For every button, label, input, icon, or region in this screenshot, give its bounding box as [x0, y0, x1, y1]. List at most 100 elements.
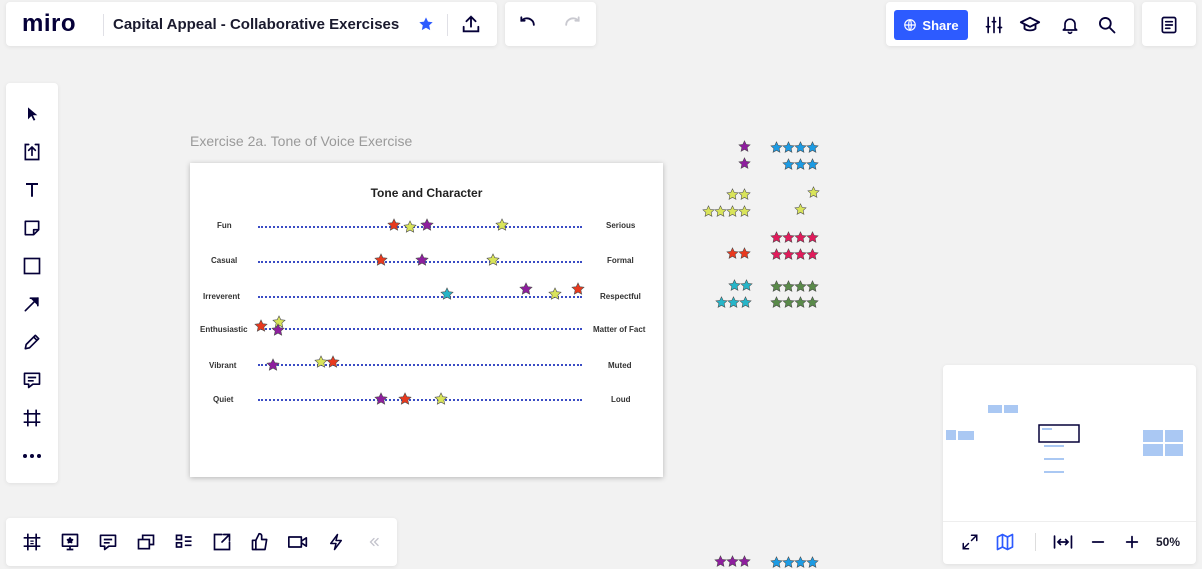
- star-sticker-icon[interactable]: [271, 323, 285, 337]
- more-icon[interactable]: [19, 443, 45, 469]
- star-sticker-icon[interactable]: [374, 392, 388, 406]
- star-sticker-icon[interactable]: [714, 295, 728, 309]
- fit-to-screen-icon[interactable]: [1051, 530, 1075, 554]
- miro-logo[interactable]: miro: [22, 10, 77, 37]
- pen-icon[interactable]: [19, 329, 45, 355]
- star-sticker-icon[interactable]: [737, 246, 751, 260]
- star-sticker-icon[interactable]: [726, 295, 740, 309]
- star-sticker-icon[interactable]: [420, 218, 434, 232]
- star-sticker-icon[interactable]: [725, 554, 739, 568]
- sticky-note-icon[interactable]: [19, 215, 45, 241]
- board-title[interactable]: Capital Appeal - Collaborative Exercises: [113, 16, 400, 33]
- star-sticker-icon[interactable]: [805, 247, 819, 261]
- star-sticker-icon[interactable]: [805, 140, 819, 154]
- star-sticker-icon[interactable]: [805, 157, 819, 171]
- screen-share-icon[interactable]: [209, 529, 235, 555]
- collapse-icon[interactable]: [361, 529, 387, 555]
- star-sticker-icon[interactable]: [805, 555, 819, 569]
- settings-sliders-icon[interactable]: [981, 12, 1007, 38]
- star-sticker-icon[interactable]: [713, 204, 727, 218]
- arrow-icon[interactable]: [19, 291, 45, 317]
- star-sticker-icon[interactable]: [793, 555, 807, 569]
- star-sticker-icon[interactable]: [781, 279, 795, 293]
- star-sticker-icon[interactable]: [415, 253, 429, 267]
- star-sticker-icon[interactable]: [781, 555, 795, 569]
- voting-icon[interactable]: [247, 529, 273, 555]
- redo-icon[interactable]: [559, 11, 585, 37]
- star-sticker-icon[interactable]: [398, 392, 412, 406]
- star-sticker-icon[interactable]: [769, 295, 783, 309]
- share-button[interactable]: Share: [894, 10, 968, 40]
- select-icon[interactable]: [19, 101, 45, 127]
- star-sticker-icon[interactable]: [272, 315, 286, 329]
- star-sticker-icon[interactable]: [781, 157, 795, 171]
- star-sticker-icon[interactable]: [781, 247, 795, 261]
- star-sticker-icon[interactable]: [725, 187, 739, 201]
- star-sticker-icon[interactable]: [769, 230, 783, 244]
- star-sticker-icon[interactable]: [805, 230, 819, 244]
- minimap-board[interactable]: [943, 365, 1196, 515]
- star-sticker-icon[interactable]: [793, 247, 807, 261]
- star-sticker-icon[interactable]: [737, 187, 751, 201]
- comments-icon[interactable]: [95, 529, 121, 555]
- star-sticker-icon[interactable]: [805, 279, 819, 293]
- presentation-icon[interactable]: [57, 529, 83, 555]
- kanban-icon[interactable]: [171, 529, 197, 555]
- fullscreen-icon[interactable]: [958, 530, 982, 554]
- search-icon[interactable]: [1094, 12, 1120, 38]
- star-sticker-icon[interactable]: [805, 295, 819, 309]
- notes-icon[interactable]: [1156, 12, 1182, 38]
- star-icon[interactable]: [415, 13, 437, 35]
- bell-icon[interactable]: [1057, 12, 1083, 38]
- zoom-out-icon[interactable]: [1086, 530, 1110, 554]
- star-sticker-icon[interactable]: [387, 218, 401, 232]
- star-sticker-icon[interactable]: [486, 253, 500, 267]
- star-sticker-icon[interactable]: [737, 554, 751, 568]
- star-sticker-icon[interactable]: [793, 202, 807, 216]
- star-sticker-icon[interactable]: [374, 253, 388, 267]
- star-sticker-icon[interactable]: [769, 555, 783, 569]
- star-sticker-icon[interactable]: [254, 319, 268, 333]
- star-sticker-icon[interactable]: [793, 230, 807, 244]
- star-sticker-icon[interactable]: [781, 295, 795, 309]
- star-sticker-icon[interactable]: [781, 230, 795, 244]
- zoom-level[interactable]: 50%: [1156, 535, 1181, 549]
- star-sticker-icon[interactable]: [806, 185, 820, 199]
- cards-icon[interactable]: [133, 529, 159, 555]
- star-sticker-icon[interactable]: [725, 246, 739, 260]
- star-sticker-icon[interactable]: [738, 295, 752, 309]
- map-icon[interactable]: [993, 530, 1017, 554]
- star-sticker-icon[interactable]: [727, 278, 741, 292]
- tone-exercise-frame[interactable]: Tone and Character Fun Serious Casual Fo…: [190, 163, 663, 477]
- star-sticker-icon[interactable]: [713, 554, 727, 568]
- star-sticker-icon[interactable]: [519, 282, 533, 296]
- undo-icon[interactable]: [515, 11, 541, 37]
- star-sticker-icon[interactable]: [737, 204, 751, 218]
- shape-icon[interactable]: [19, 253, 45, 279]
- frame-icon[interactable]: [19, 405, 45, 431]
- star-sticker-icon[interactable]: [495, 218, 509, 232]
- star-sticker-icon[interactable]: [737, 139, 751, 153]
- star-sticker-icon[interactable]: [769, 247, 783, 261]
- star-sticker-icon[interactable]: [440, 287, 454, 301]
- graduation-cap-icon[interactable]: [1017, 12, 1043, 38]
- star-sticker-icon[interactable]: [548, 287, 562, 301]
- star-sticker-icon[interactable]: [793, 295, 807, 309]
- star-sticker-icon[interactable]: [403, 220, 417, 234]
- star-sticker-icon[interactable]: [434, 392, 448, 406]
- star-sticker-icon[interactable]: [326, 355, 340, 369]
- star-sticker-icon[interactable]: [571, 282, 585, 296]
- frames-icon[interactable]: [19, 529, 45, 555]
- upload-icon[interactable]: [19, 139, 45, 165]
- star-sticker-icon[interactable]: [793, 157, 807, 171]
- export-icon[interactable]: [458, 11, 484, 37]
- star-sticker-icon[interactable]: [725, 204, 739, 218]
- star-sticker-icon[interactable]: [781, 140, 795, 154]
- text-icon[interactable]: [19, 177, 45, 203]
- star-sticker-icon[interactable]: [739, 278, 753, 292]
- star-sticker-icon[interactable]: [701, 204, 715, 218]
- frame-label[interactable]: Exercise 2a. Tone of Voice Exercise: [190, 133, 413, 149]
- zoom-in-icon[interactable]: [1120, 530, 1144, 554]
- star-sticker-icon[interactable]: [793, 140, 807, 154]
- star-sticker-icon[interactable]: [266, 358, 280, 372]
